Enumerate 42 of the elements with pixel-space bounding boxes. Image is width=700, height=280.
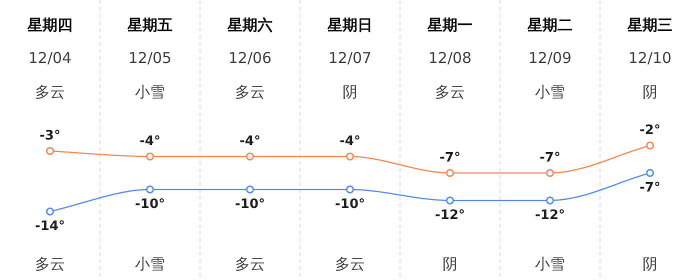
- data-label: -4°: [140, 134, 160, 149]
- point: [646, 141, 654, 150]
- text: 小雪: [135, 255, 165, 273]
- data-label: -12°: [435, 208, 465, 223]
- text: 小雪: [535, 255, 565, 273]
- data-label: -10°: [135, 197, 165, 212]
- text: 阴: [642, 255, 658, 273]
- x-tick-label: 星期六 12/06 多云: [226, 16, 272, 101]
- point: [546, 168, 554, 178]
- data-label: -12°: [535, 208, 565, 223]
- data-label: -4°: [340, 134, 360, 149]
- data-label: -10°: [235, 197, 265, 212]
- data-label: -7°: [540, 150, 560, 166]
- data-label: -7°: [640, 180, 660, 196]
- text: 阴: [442, 255, 458, 273]
- point: [646, 168, 654, 178]
- point: [246, 185, 254, 194]
- point: [446, 196, 454, 205]
- x-tick-label: 星期二 12/09 小雪: [526, 16, 572, 101]
- point: [46, 146, 54, 156]
- point: [146, 152, 154, 161]
- data-label: -10°: [335, 197, 365, 212]
- data-label: -3°: [40, 128, 60, 144]
- point: [46, 207, 54, 216]
- x-tick-label: 星期五 12/05 小雪: [126, 16, 172, 101]
- text: 多云: [335, 255, 365, 273]
- point: [346, 185, 354, 194]
- data-label: -2°: [640, 123, 660, 138]
- text: 多云: [35, 255, 65, 273]
- x-tick-label: 星期三 12/10 阴: [626, 16, 672, 101]
- point: [446, 168, 454, 178]
- point: [546, 196, 554, 205]
- point: [346, 152, 354, 161]
- data-label: -7°: [440, 150, 460, 166]
- x-tick-label: 星期一 12/08 多云: [426, 16, 472, 101]
- point: [246, 152, 254, 161]
- x-tick-label: 星期日 12/07 阴: [326, 16, 372, 101]
- x-tick-label: 星期四 12/04 多云: [26, 16, 72, 101]
- point: [146, 185, 154, 194]
- data-label: -4°: [240, 134, 260, 149]
- data-label: -14°: [35, 219, 65, 234]
- text: 多云: [235, 255, 265, 273]
